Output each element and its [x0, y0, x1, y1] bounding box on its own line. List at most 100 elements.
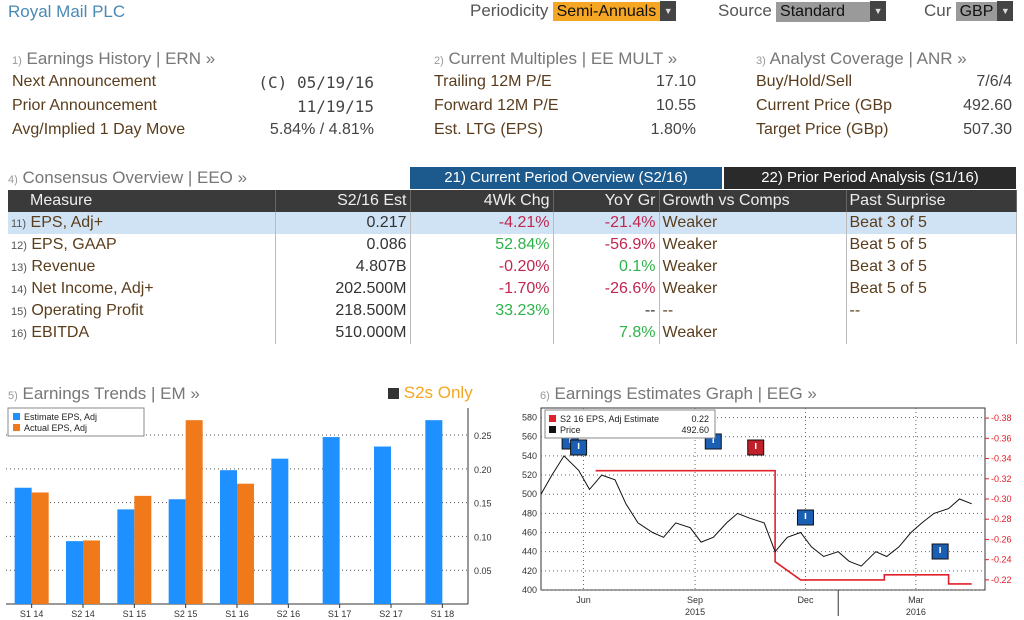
- bar-actual: [237, 483, 254, 604]
- source-select[interactable]: Standard: [776, 2, 871, 22]
- y-tick-label: 0.25: [474, 431, 492, 441]
- forward-pe-value: 10.55: [655, 97, 696, 114]
- s2s-only-toggle[interactable]: S2s Only: [388, 383, 473, 403]
- right-y-tick-label: -0.26: [991, 534, 1012, 544]
- right-y-tick-label: -0.24: [991, 555, 1012, 565]
- est-ltg-value: 1.80%: [650, 121, 696, 138]
- earnings-event-icon: [747, 439, 765, 456]
- table-row[interactable]: 13) Revenue 4.807B -0.20% 0.1% Weaker Be…: [8, 256, 1017, 278]
- right-y-tick-label: -0.22: [991, 575, 1012, 585]
- earnings-trends-link[interactable]: 5) Earnings Trends | EM »: [8, 384, 200, 403]
- table-row[interactable]: 16) EBITDA 510.000M 7.8% Weaker: [8, 322, 1017, 344]
- chevron-down-icon[interactable]: ▼: [660, 1, 677, 21]
- periodicity-control: Periodicity Semi-Annuals ▼: [470, 1, 677, 21]
- x-tick-label: S2 16: [277, 609, 301, 619]
- next-announcement-value: (C) 05/19/16: [258, 73, 374, 92]
- bar-estimate: [117, 509, 135, 604]
- col-past-surprise[interactable]: Past Surprise: [846, 190, 1017, 212]
- chart-legend: S2 16 EPS, Adj Estimate 0.22 Price 492.60: [544, 409, 716, 439]
- current-price-value: 492.60: [963, 97, 1012, 114]
- table-row[interactable]: 14) Net Income, Adj+ 202.500M -1.70% -26…: [8, 278, 1017, 300]
- x-tick-label: S2 17: [379, 609, 403, 619]
- table-row[interactable]: 12) EPS, GAAP 0.086 52.84% -56.9% Weaker…: [8, 234, 1017, 256]
- measure-cell: Operating Profit: [31, 302, 144, 319]
- table-header-row: Measure S2/16 Est 4Wk Chg YoY Gr Growth …: [8, 190, 1017, 212]
- right-y-tick-label: -0.34: [991, 454, 1012, 464]
- measure-cell: Revenue: [31, 258, 96, 275]
- x-tick-label: Mar: [908, 595, 924, 605]
- table-row[interactable]: 11) EPS, Adj+ 0.217 -4.21% -21.4% Weaker…: [8, 212, 1017, 234]
- legend-swatch: [13, 424, 20, 431]
- buy-hold-sell-label: Buy/Hold/Sell: [756, 73, 853, 90]
- col-4wk-chg[interactable]: 4Wk Chg: [410, 190, 554, 212]
- right-y-tick-label: -0.32: [991, 474, 1012, 484]
- avg-move-value: 5.84% / 4.81%: [269, 121, 374, 138]
- periodicity-label: Periodicity: [470, 1, 549, 20]
- trailing-pe-value: 17.10: [655, 73, 696, 90]
- bar-estimate: [271, 458, 289, 604]
- col-est[interactable]: S2/16 Est: [275, 190, 411, 212]
- periodicity-select[interactable]: Semi-Annuals: [552, 2, 661, 21]
- est-ltg-label: Est. LTG (EPS): [434, 121, 544, 138]
- prior-announcement-label: Prior Announcement: [12, 97, 157, 114]
- left-y-tick-label: 480: [522, 508, 537, 518]
- bar-estimate: [374, 446, 391, 604]
- left-y-tick-label: 540: [522, 451, 537, 461]
- left-y-tick-label: 580: [522, 413, 537, 423]
- source-control: Source Standard ▼: [718, 1, 887, 22]
- y-tick-label: 0.20: [474, 465, 492, 475]
- bar-actual: [31, 492, 49, 604]
- tab-prior-period[interactable]: 22) Prior Period Analysis (S1/16): [724, 167, 1016, 189]
- avg-move-label: Avg/Implied 1 Day Move: [12, 121, 186, 138]
- right-y-tick-label: -0.38: [991, 413, 1012, 423]
- table-row[interactable]: 15) Operating Profit 218.500M 33.23% -- …: [8, 300, 1017, 322]
- legend-value: 492.60: [681, 425, 709, 435]
- legend-box: [7, 407, 145, 437]
- analyst-coverage-link[interactable]: 3) Analyst Coverage | ANR »: [756, 49, 967, 68]
- currency-select[interactable]: GBP: [955, 2, 998, 21]
- current-price-label: Current Price (GBp: [756, 97, 893, 114]
- left-y-tick-label: 460: [522, 528, 537, 538]
- chevron-down-icon[interactable]: ▼: [870, 1, 887, 21]
- x-tick-label: Sep: [687, 595, 703, 605]
- bar-estimate: [66, 541, 83, 604]
- legend-swatch: [549, 426, 556, 433]
- price-line: [540, 455, 972, 567]
- x-tick-label: S1 14: [20, 609, 44, 619]
- consensus-table: Measure S2/16 Est 4Wk Chg YoY Gr Growth …: [8, 190, 1017, 344]
- target-price-value: 507.30: [963, 121, 1012, 138]
- bar-actual: [83, 540, 100, 604]
- legend-value: 0.22: [691, 414, 709, 424]
- x-tick-label: Jun: [576, 595, 591, 605]
- col-growth-vs-comps[interactable]: Growth vs Comps: [659, 190, 847, 212]
- estimates-graph-link[interactable]: 6) Earnings Estimates Graph | EEG »: [540, 384, 817, 403]
- tab-current-period[interactable]: 21) Current Period Overview (S2/16): [410, 167, 722, 189]
- current-multiples-link[interactable]: 2) Current Multiples | EE MULT »: [434, 49, 678, 68]
- source-label: Source: [718, 1, 772, 20]
- earnings-event-icon: [570, 439, 588, 456]
- left-y-tick-label: 560: [522, 432, 537, 442]
- bar-estimate: [425, 420, 443, 604]
- measure-cell: EPS, GAAP: [31, 236, 117, 253]
- target-price-label: Target Price (GBp): [756, 121, 889, 138]
- chevron-down-icon[interactable]: ▼: [997, 1, 1014, 21]
- buy-hold-sell-value: 7/6/4: [976, 73, 1012, 90]
- prior-announcement-value: 11/19/15: [296, 97, 374, 116]
- legend-swatch: [549, 415, 556, 422]
- x-tick-label: S2 15: [174, 609, 198, 619]
- left-y-tick-label: 440: [522, 547, 537, 557]
- x-tick-label: Dec: [797, 595, 814, 605]
- col-yoy-gr[interactable]: YoY Gr: [553, 190, 660, 212]
- earnings-history-link[interactable]: 1) Earnings History | ERN »: [12, 49, 216, 68]
- left-y-tick-label: 400: [522, 585, 537, 595]
- legend-label: Price: [560, 425, 581, 435]
- col-measure[interactable]: Measure: [8, 190, 276, 212]
- estimate-line: [595, 469, 972, 585]
- consensus-overview-link[interactable]: 4) Consensus Overview | EEO »: [8, 168, 248, 187]
- y-tick-label: 0.05: [474, 566, 492, 576]
- measure-cell: EPS, Adj+: [30, 214, 104, 231]
- x-tick-label: S1 15: [123, 609, 147, 619]
- currency-label: Cur: [924, 1, 952, 20]
- right-y-tick-label: -0.36: [991, 433, 1012, 443]
